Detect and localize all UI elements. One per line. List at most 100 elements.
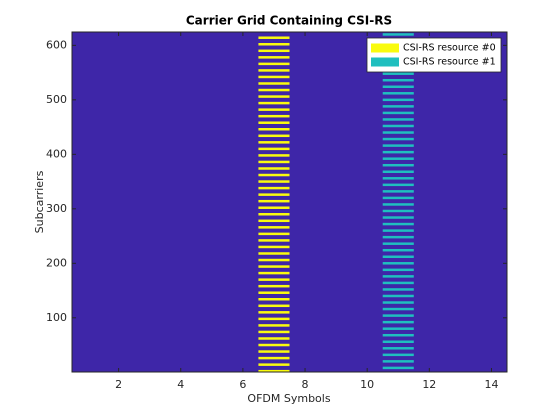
csi-rs-element [382, 307, 414, 311]
csi-rs-element [258, 324, 290, 327]
x-tick-label: 14 [484, 378, 498, 391]
csi-rs-element [382, 262, 414, 265]
csi-rs-element [258, 101, 290, 105]
csi-rs-element [382, 203, 414, 206]
csi-rs-element [258, 186, 290, 190]
csi-rs-element [382, 33, 414, 36]
x-tick-label: 10 [360, 378, 374, 391]
csi-rs-element [382, 163, 414, 167]
csi-rs-element [258, 121, 290, 124]
csi-rs-element [382, 268, 414, 272]
y-tick-label: 200 [46, 256, 67, 269]
csi-rs-element [258, 199, 290, 203]
y-tick-label: 600 [46, 38, 67, 51]
csi-rs-element [258, 219, 290, 223]
csi-rs-element [382, 333, 414, 337]
csi-rs-element [382, 170, 414, 174]
csi-rs-element [382, 111, 414, 115]
csi-rs-element [382, 242, 414, 245]
csi-rs-element [382, 281, 414, 285]
csi-rs-element [382, 150, 414, 154]
csi-rs-element [258, 95, 290, 98]
csi-rs-element [382, 235, 414, 239]
csi-rs-element [382, 340, 414, 344]
csi-rs-element [382, 353, 414, 357]
csi-rs-element [258, 271, 290, 275]
csi-rs-element [258, 284, 290, 288]
csi-rs-element [382, 320, 414, 324]
legend-label: CSI-RS resource #1 [403, 57, 496, 68]
csi-rs-element [258, 311, 290, 314]
plot-frame [71, 31, 508, 373]
csi-rs-element [258, 213, 290, 216]
csi-rs-element [258, 304, 290, 308]
x-tick-label: 4 [177, 378, 184, 391]
csi-rs-element [382, 98, 414, 102]
csi-rs-element [382, 301, 414, 304]
csi-rs-element [382, 366, 414, 370]
csi-rs-element [258, 258, 290, 262]
x-tick-label: 12 [422, 378, 436, 391]
chart-title: Carrier Grid Containing CSI-RS [186, 14, 392, 28]
csi-rs-element [382, 347, 414, 350]
csi-rs-element [258, 173, 290, 177]
legend-label: CSI-RS resource #0 [403, 43, 496, 54]
legend-swatch [371, 57, 399, 67]
csi-rs-element [258, 369, 290, 373]
csi-rs-element [258, 114, 290, 118]
csi-rs-element [258, 350, 290, 353]
csi-rs-element [382, 144, 414, 147]
csi-rs-element [258, 36, 290, 39]
csi-rs-element [382, 288, 414, 291]
csi-rs-element [258, 298, 290, 301]
csi-rs-element [258, 232, 290, 236]
csi-rs-element [258, 291, 290, 294]
csi-rs-element [382, 157, 414, 160]
csi-rs-element [258, 56, 290, 59]
csi-rs-element [258, 88, 290, 92]
csi-rs-element [382, 72, 414, 75]
csi-rs-element [258, 363, 290, 366]
csi-rs-element [258, 252, 290, 255]
csi-rs-element [382, 85, 414, 89]
csi-rs-element [258, 108, 290, 111]
x-axis-label: OFDM Symbols [247, 392, 330, 405]
y-tick-label: 100 [46, 311, 67, 324]
x-tick-label: 2 [115, 378, 122, 391]
x-tick-label: 6 [239, 378, 246, 391]
csi-rs-element [258, 330, 290, 334]
y-axis-label: Subcarriers [33, 170, 46, 233]
csi-rs-element [258, 128, 290, 131]
csi-rs-element [382, 222, 414, 226]
csi-rs-element [382, 105, 414, 108]
csi-rs-element [258, 75, 290, 79]
csi-rs-element [382, 216, 414, 219]
csi-rs-element [382, 360, 414, 363]
csi-rs-element [258, 265, 290, 268]
csi-rs-element [382, 177, 414, 180]
csi-rs-element [258, 62, 290, 66]
csi-rs-element [258, 43, 290, 46]
csi-rs-element [258, 69, 290, 72]
csi-rs-element [382, 275, 414, 278]
legend-swatch [371, 43, 399, 53]
y-tick-label: 400 [46, 147, 67, 160]
legend: CSI-RS resource #0 CSI-RS resource #1 [366, 37, 502, 73]
csi-rs-element [382, 118, 414, 121]
csi-rs-element [258, 180, 290, 183]
csi-rs-element [258, 337, 290, 340]
csi-rs-element [258, 317, 290, 321]
csi-rs-element [382, 92, 414, 95]
csi-rs-element [258, 154, 290, 157]
csi-rs-element [382, 248, 414, 252]
x-tick-label: 8 [302, 378, 309, 391]
csi-rs-element [382, 229, 414, 232]
csi-rs-element [382, 255, 414, 259]
csi-rs-element [258, 356, 290, 360]
csi-rs-element [258, 245, 290, 249]
csi-rs-element [382, 183, 414, 187]
csi-rs-element [258, 226, 290, 229]
csi-rs-element [382, 124, 414, 128]
csi-rs-element [258, 147, 290, 151]
